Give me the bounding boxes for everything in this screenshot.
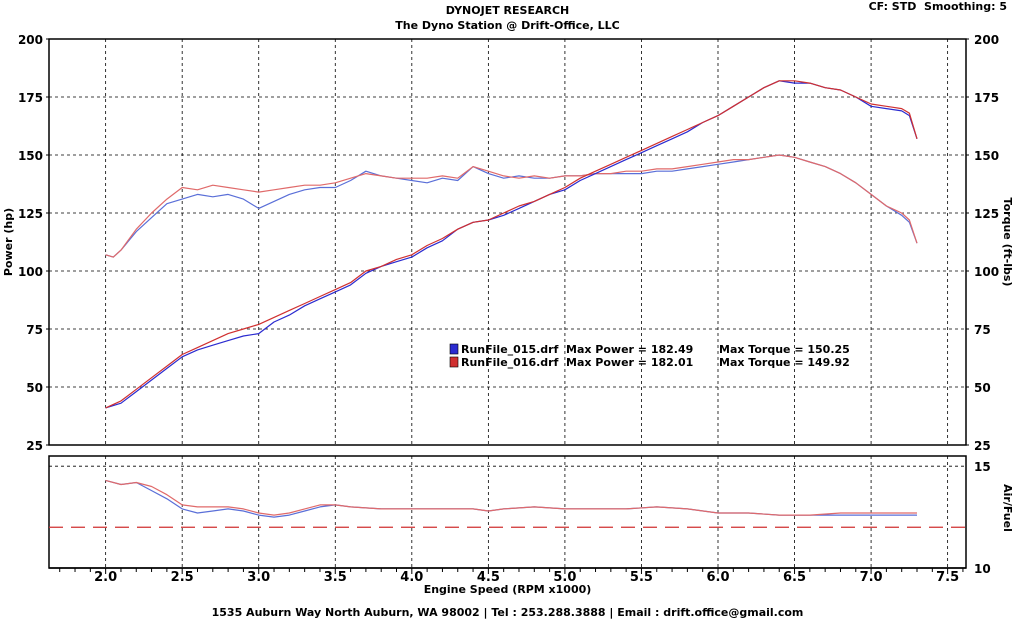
main-plot-frame (48, 38, 967, 446)
y-tick-label-right: 150 (974, 149, 999, 163)
y-tick-label-right: 50 (974, 381, 991, 395)
chart-title: DYNOJET RESEARCH (445, 4, 570, 17)
power-line-runfile_015-drf (105, 80, 918, 409)
afr-y-tick-label: 10 (974, 562, 991, 576)
afr-y-tick-label: 15 (974, 460, 991, 474)
y-tick-label-left: 25 (26, 439, 43, 453)
torque-line-runfile_016-drf (105, 154, 918, 258)
x-tick-label: 2.5 (171, 570, 194, 585)
y-tick-label-left: 100 (18, 265, 43, 279)
afr-line-runfile_016-drf (105, 479, 917, 516)
smoothing-label: Smoothing: 5 (924, 0, 1007, 13)
correction-settings: CF: STD Smoothing: 5 (869, 0, 1007, 13)
y-axis-label-left: Power (hp) (2, 208, 15, 276)
legend-file: RunFile_016.drf (461, 356, 559, 369)
y-tick-label-left: 150 (18, 149, 43, 163)
legend-max-power: Max Power = 182.49 (566, 343, 693, 356)
x-tick-label: 6.5 (783, 570, 806, 585)
y-tick-label-right: 100 (974, 265, 999, 279)
legend-max-torque: Max Torque = 150.25 (719, 343, 850, 356)
chart-subtitle: The Dyno Station @ Drift-Office, LLC (395, 19, 620, 32)
x-axis: 2.0 2.5 3.0 3.5 4.0 4.5 5.0 5.5 6.0 6.5 7.0 7.5 Engi… (49, 567, 966, 596)
x-tick-label: 5.0 (553, 570, 576, 585)
x-tick-label: 5.5 (630, 570, 653, 585)
legend-max-torque: Max Torque = 149.92 (719, 356, 850, 369)
y-tick-label-left: 50 (26, 381, 43, 395)
main-plot-area: 25 25 50 50 75 75 100 100 125 125 150 150 175 175 200 2… (2, 33, 1014, 453)
afr-plot-area: 10 15 Air/Fuel (48, 455, 1014, 576)
x-tick-label: 2.0 (94, 570, 117, 585)
y-tick-label-right: 25 (974, 439, 991, 453)
x-tick-label: 3.0 (247, 570, 270, 585)
legend-file: RunFile_015.drf (461, 343, 559, 356)
y-tick-label-left: 125 (18, 207, 43, 221)
x-tick-label: 6.0 (706, 570, 729, 585)
afr-plot-frame (48, 455, 967, 569)
y-tick-label-right: 125 (974, 207, 999, 221)
y-tick-label-right: 175 (974, 91, 999, 105)
power-line-runfile_016-drf (105, 80, 918, 409)
x-tick-label: 4.5 (477, 570, 500, 585)
y-tick-label-right: 75 (974, 323, 991, 337)
legend-max-power: Max Power = 182.01 (566, 356, 693, 369)
cf-label: CF: STD (868, 0, 917, 13)
afr-axis-label: Air/Fuel (1001, 484, 1014, 532)
x-axis-label: Engine Speed (RPM x1000) (424, 583, 592, 596)
legend: RunFile_015.drf Max Power = 182.49 Max Tor… (449, 343, 850, 369)
y-tick-label-left: 200 (18, 33, 43, 47)
y-tick-label-right: 200 (974, 33, 999, 47)
y-axis-label-right: Torque (ft-lbs) (1001, 198, 1014, 287)
legend-swatch (449, 356, 459, 368)
legend-swatch (449, 343, 459, 355)
x-tick-label: 4.0 (400, 570, 423, 585)
y-tick-label-left: 75 (26, 323, 43, 337)
x-tick-label: 3.5 (324, 570, 347, 585)
x-tick-label: 7.5 (936, 570, 959, 585)
footer-contact: 1535 Auburn Way North Auburn, WA 98002 |… (211, 606, 804, 619)
y-tick-label-left: 175 (18, 91, 43, 105)
x-tick-label: 7.0 (860, 570, 883, 585)
